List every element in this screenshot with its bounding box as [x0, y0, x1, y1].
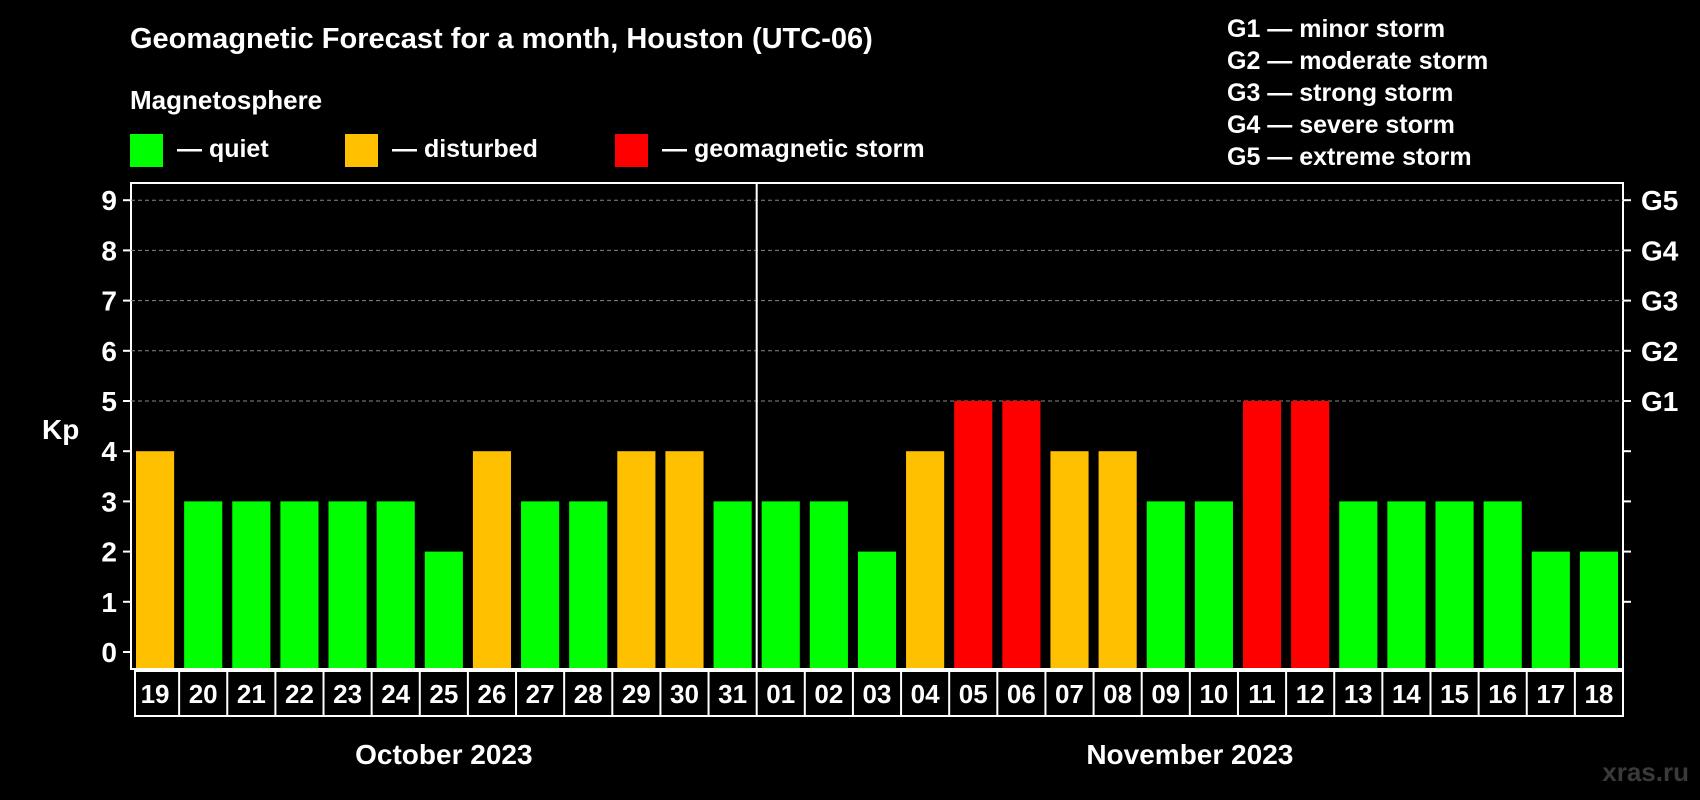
month-label-1: November 2023: [1086, 739, 1293, 770]
bar-10: [1194, 501, 1233, 668]
legend-label-disturbed: — disturbed: [392, 135, 538, 163]
date-label-02: 02: [814, 679, 843, 709]
date-label-14: 14: [1392, 679, 1421, 709]
storm-scale-g2: G2 — moderate storm: [1227, 47, 1488, 75]
bar-25: [424, 551, 463, 668]
bar-07: [1050, 451, 1089, 668]
bar-03: [857, 551, 897, 668]
y-tick-label-6: 6: [101, 336, 117, 367]
date-label-08: 08: [1103, 679, 1132, 709]
y-tick-label-5: 5: [101, 386, 117, 417]
legend-swatch-quiet: [130, 134, 163, 167]
bar-19: [136, 451, 175, 668]
date-label-19: 19: [141, 679, 170, 709]
y-tick-label-3: 3: [101, 486, 117, 517]
date-row-frame: [134, 670, 1624, 717]
bar-08: [1098, 451, 1137, 668]
y-tick-label-0: 0: [101, 637, 117, 668]
legend-swatch-disturbed: [345, 134, 378, 167]
date-label-26: 26: [478, 679, 507, 709]
watermark: xras.ru: [1602, 757, 1689, 787]
date-label-04: 04: [911, 679, 940, 709]
bar-26: [472, 451, 512, 668]
bar-23: [328, 501, 367, 668]
bar-09: [1146, 501, 1185, 668]
date-label-03: 03: [863, 679, 892, 709]
y-tick-label-8: 8: [101, 235, 117, 266]
y-tick-label-9: 9: [101, 185, 117, 216]
bar-21: [232, 501, 271, 668]
storm-scale-g1: G1 — minor storm: [1227, 15, 1445, 43]
plot-frame: [130, 182, 1624, 670]
storm-scale-g4: G4 — severe storm: [1227, 111, 1455, 139]
date-label-10: 10: [1199, 679, 1228, 709]
bar-30: [665, 451, 704, 668]
legend-label-quiet: — quiet: [177, 135, 269, 163]
bar-27: [521, 501, 560, 668]
bar-04: [906, 451, 945, 668]
date-label-13: 13: [1344, 679, 1373, 709]
bar-24: [376, 501, 415, 668]
bar-01: [761, 501, 800, 668]
date-label-25: 25: [429, 679, 458, 709]
date-label-12: 12: [1296, 679, 1325, 709]
y-axis-label: Kp: [42, 414, 79, 445]
date-label-30: 30: [670, 679, 699, 709]
y-tick-label-1: 1: [101, 587, 117, 618]
chart-title: Geomagnetic Forecast for a month, Housto…: [130, 23, 873, 55]
month-label-0: October 2023: [355, 739, 532, 770]
date-label-31: 31: [718, 679, 747, 709]
bar-16: [1483, 501, 1522, 668]
date-label-21: 21: [237, 679, 266, 709]
bar-28: [569, 501, 608, 668]
bar-05: [954, 401, 993, 668]
bar-18: [1579, 551, 1618, 668]
date-label-16: 16: [1488, 679, 1517, 709]
date-label-15: 15: [1440, 679, 1469, 709]
bar-31: [713, 501, 752, 668]
g-scale-label-g3: G3: [1641, 286, 1678, 317]
date-label-27: 27: [526, 679, 555, 709]
bar-29: [617, 451, 656, 668]
y-tick-label-2: 2: [101, 537, 117, 568]
bar-02: [809, 501, 848, 668]
y-tick-label-7: 7: [101, 286, 117, 317]
g-scale-label-g5: G5: [1641, 185, 1678, 216]
date-label-01: 01: [766, 679, 795, 709]
bar-11: [1242, 401, 1282, 668]
date-label-20: 20: [189, 679, 218, 709]
storm-scale-g3: G3 — strong storm: [1227, 79, 1453, 107]
date-label-28: 28: [574, 679, 603, 709]
date-label-09: 09: [1151, 679, 1180, 709]
date-label-18: 18: [1584, 679, 1613, 709]
bar-13: [1339, 501, 1378, 668]
bar-06: [1002, 401, 1041, 668]
date-label-24: 24: [381, 679, 410, 709]
legend-heading: Magnetosphere: [130, 85, 322, 115]
bar-20: [184, 501, 223, 668]
date-label-07: 07: [1055, 679, 1084, 709]
legend-swatch-storm: [615, 134, 648, 167]
bar-14: [1387, 501, 1426, 668]
date-label-06: 06: [1007, 679, 1036, 709]
bar-12: [1291, 401, 1330, 668]
date-label-22: 22: [285, 679, 314, 709]
g-scale-label-g2: G2: [1641, 336, 1678, 367]
date-label-05: 05: [959, 679, 988, 709]
date-label-17: 17: [1536, 679, 1565, 709]
bar-17: [1531, 551, 1570, 668]
y-tick-label-4: 4: [101, 436, 117, 467]
g-scale-label-g4: G4: [1641, 235, 1679, 266]
bar-22: [280, 501, 319, 668]
bar-15: [1435, 501, 1474, 668]
date-label-29: 29: [622, 679, 651, 709]
legend-label-storm: — geomagnetic storm: [662, 135, 925, 163]
date-label-11: 11: [1248, 679, 1276, 709]
date-label-23: 23: [333, 679, 362, 709]
g-scale-label-g1: G1: [1641, 386, 1678, 417]
storm-scale-g5: G5 — extreme storm: [1227, 143, 1472, 171]
